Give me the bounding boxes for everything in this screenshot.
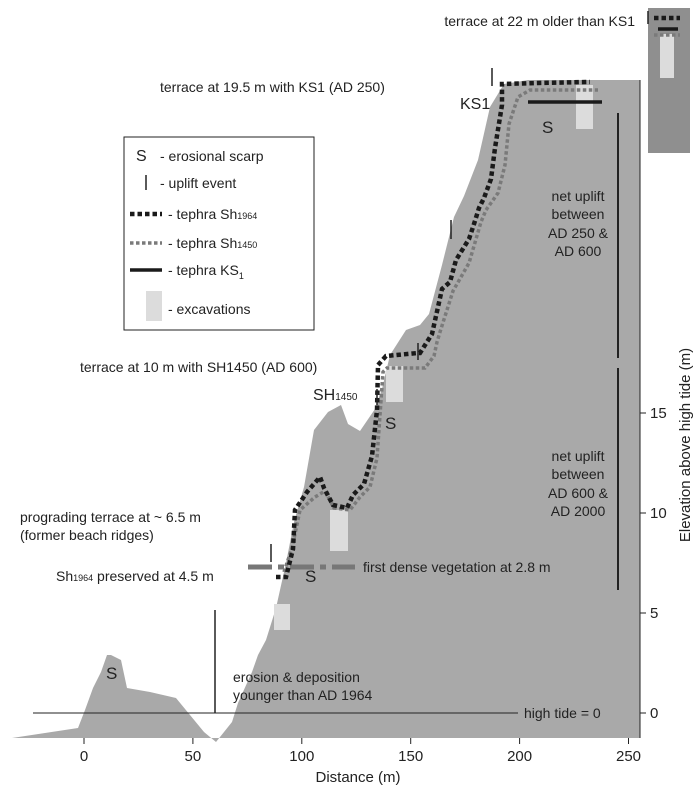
uplift-upper-line2: between	[552, 206, 605, 222]
uplift-lower-line3: AD 600 &	[548, 485, 609, 501]
legend-sh1450-sub: 1450	[237, 240, 257, 250]
uplift-lower-line2: between	[552, 466, 605, 482]
annotation-ks1: KS1	[460, 96, 490, 113]
x-tick-label: 150	[398, 748, 423, 765]
x-tick-label: 50	[185, 748, 202, 765]
annotation-sh1964: Sh1964 preserved at 4.5 m	[56, 568, 214, 584]
uplift-upper-line3: AD 250 &	[548, 225, 609, 241]
annotation-vegetation: first dense vegetation at 2.8 m	[363, 559, 551, 575]
annotation-sh1964-main: Sh	[56, 568, 73, 584]
scarp-label: S	[542, 118, 553, 137]
legend-sh1964-sub: 1964	[237, 211, 257, 221]
annotation-terrace-22: terrace at 22 m older than KS1	[444, 13, 635, 29]
uplift-upper-line1: net uplift	[552, 188, 605, 204]
y-axis-label: Elevation above high tide (m)	[677, 348, 694, 542]
y-tick-label: 5	[650, 605, 658, 622]
excavation-box	[576, 85, 593, 129]
x-tick-label: 250	[616, 748, 641, 765]
annotation-prograding-2: (former beach ridges)	[20, 527, 154, 543]
uplift-lower-line4: AD 2000	[551, 503, 606, 519]
scarp-label: S	[385, 414, 396, 433]
legend-ks1-sub: 1	[239, 271, 244, 281]
legend-ks1-label: - tephra KS	[168, 262, 239, 278]
excavation-box	[274, 604, 290, 630]
legend-sh1450-text: - tephra Sh1450	[168, 235, 257, 251]
legend-sh1450-label: - tephra Sh	[168, 235, 237, 251]
older-terrace-box	[648, 8, 690, 153]
legend-scarp-text: - erosional scarp	[160, 148, 264, 164]
annotation-sh1964-sub: 1964	[73, 573, 93, 583]
scarp-label: S	[305, 567, 316, 586]
scarp-label: S	[106, 664, 117, 683]
annotation-sh1450-sub: 1450	[335, 392, 358, 403]
legend-scarp-symbol: S	[136, 148, 147, 165]
annotation-terrace-19-5: terrace at 19.5 m with KS1 (AD 250)	[160, 79, 385, 95]
annotation-sh1450-main: SH	[313, 387, 335, 404]
tephra-sh1964-line	[276, 79, 590, 580]
excavation-box	[330, 510, 348, 551]
uplift-lower-line1: net uplift	[552, 448, 605, 464]
legend-excavation-symbol	[146, 291, 162, 321]
legend-excavation-text: - excavations	[168, 301, 250, 317]
annotation-sh1964-rest: preserved at 4.5 m	[93, 568, 214, 584]
x-axis-ticks: 0 50 100 150 200 250	[80, 738, 641, 765]
x-tick-label: 100	[289, 748, 314, 765]
annotation-erosion-1: erosion & deposition	[233, 669, 360, 685]
legend-uplift-text: - uplift event	[160, 175, 236, 191]
x-tick-label: 0	[80, 748, 88, 765]
excavation-box	[660, 34, 674, 78]
excavation-box	[386, 366, 403, 402]
legend: S - erosional scarp - uplift event - tep…	[123, 136, 315, 331]
legend-sh1964-text: - tephra Sh1964	[168, 206, 257, 222]
legend-sh1964-label: - tephra Sh	[168, 206, 237, 222]
y-tick-label: 0	[650, 705, 658, 722]
x-axis-label: Distance (m)	[315, 769, 400, 786]
ground-profile	[12, 80, 640, 742]
y-axis-ticks: 0 5 10 15	[640, 405, 667, 722]
y-tick-label: 15	[650, 405, 667, 422]
annotation-prograding-1: prograding terrace at ~ 6.5 m	[20, 509, 201, 525]
legend-ks1-text: - tephra KS1	[168, 262, 244, 281]
annotation-erosion-2: younger than AD 1964	[233, 687, 373, 703]
annotation-terrace-10: terrace at 10 m with SH1450 (AD 600)	[80, 359, 317, 375]
y-tick-label: 10	[650, 505, 667, 522]
uplift-upper-line4: AD 600	[555, 243, 602, 259]
annotation-high-tide: high tide = 0	[524, 705, 601, 721]
x-tick-label: 200	[507, 748, 532, 765]
annotation-sh1450: SH1450	[313, 387, 358, 404]
